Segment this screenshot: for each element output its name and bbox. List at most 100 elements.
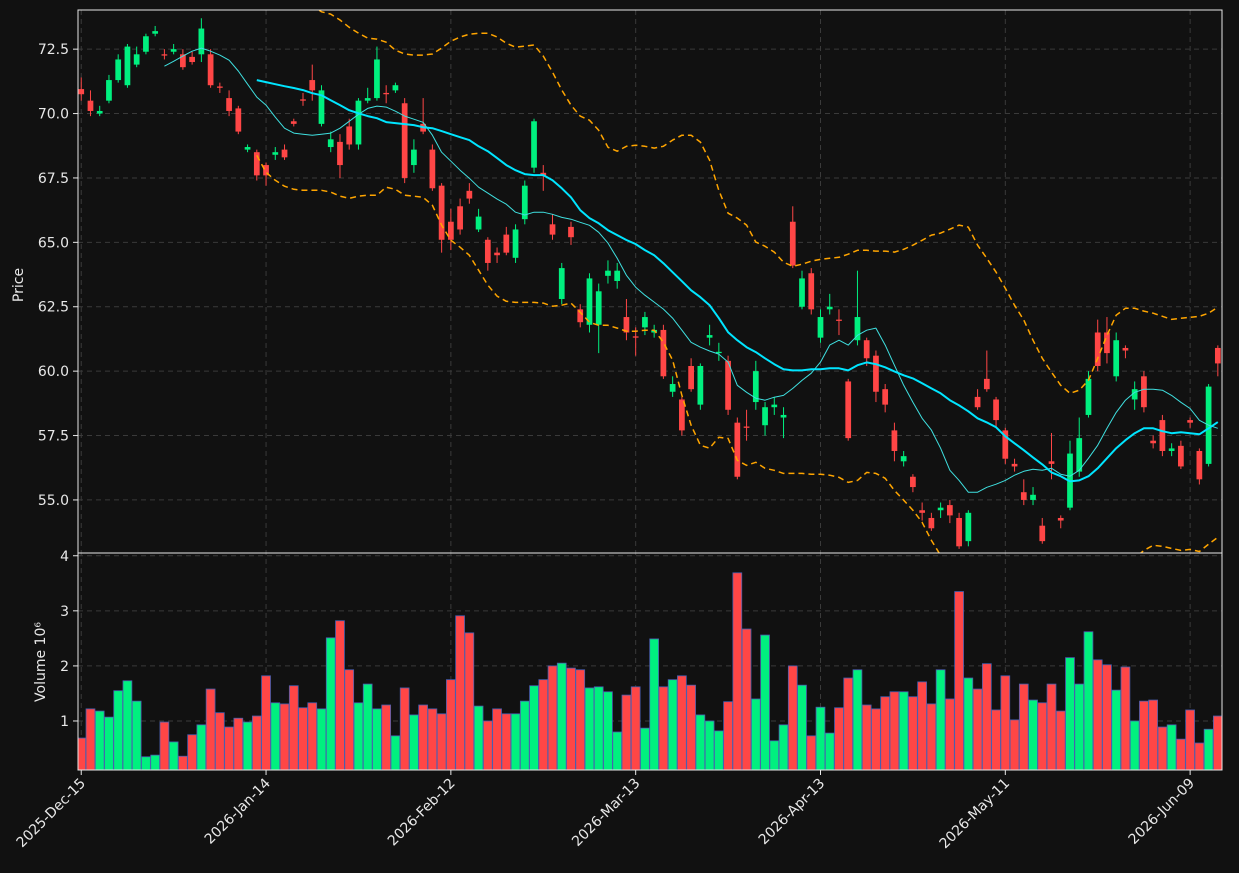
volume-bar (769, 740, 780, 770)
volume-bar (1176, 738, 1186, 770)
candle-body (956, 517, 962, 547)
candle-body (318, 90, 325, 124)
candle-body (106, 80, 112, 101)
volume-bar (603, 691, 613, 770)
candle-body (614, 270, 621, 281)
volume-bar (196, 724, 207, 770)
candle-body (364, 98, 371, 101)
volume-bar (834, 707, 844, 770)
candle-body (789, 221, 796, 266)
candle-body (697, 365, 704, 405)
volume-bar (335, 620, 345, 770)
candle-body (1150, 440, 1157, 444)
volume-axis-label: Volume 10⁶ (33, 622, 49, 702)
volume-bar (1009, 719, 1020, 770)
candle-body (244, 147, 251, 150)
candle-body (1020, 492, 1027, 500)
candle-body (309, 80, 316, 91)
volume-bar (880, 696, 891, 770)
y-tick-label: 72.5 (38, 42, 69, 58)
volume-bar (806, 735, 817, 770)
volume-bar (1092, 659, 1103, 770)
volume-bar (621, 694, 632, 770)
candle-body (725, 360, 731, 410)
candle-body (873, 355, 879, 392)
volume-bar (954, 591, 964, 770)
volume-bar (704, 720, 715, 770)
candle-body (152, 31, 159, 34)
volume-bar (566, 667, 576, 770)
candle-body (900, 456, 907, 462)
volume-bar (362, 683, 373, 770)
candle-body (1168, 448, 1175, 451)
y-tick-label: 2 (60, 659, 69, 675)
volume-bar (159, 721, 170, 770)
volume-bar (168, 741, 179, 770)
volume-bar (667, 679, 678, 770)
volume-bar (1018, 683, 1029, 770)
volume-panel (78, 572, 1222, 770)
candle-body (466, 190, 473, 199)
volume-bar (1157, 726, 1168, 770)
volume-bar (1185, 709, 1195, 770)
volume-bar (760, 634, 770, 770)
candle-body (1196, 450, 1203, 480)
volume-bar (787, 665, 798, 770)
y-tick-label: 3 (60, 604, 69, 620)
volume-bar (741, 628, 752, 770)
candle-body (1039, 525, 1046, 542)
candle-body (235, 108, 242, 132)
candle-body (937, 507, 944, 511)
candle-body (762, 407, 768, 426)
candle-body (475, 216, 482, 230)
candle-body (96, 110, 103, 114)
candle-body (290, 121, 297, 124)
volume-bar (298, 707, 308, 770)
volume-bar (325, 637, 336, 770)
volume-bar (815, 706, 826, 770)
volume-bar (1046, 683, 1057, 770)
volume-bar (584, 687, 595, 770)
volume-bar (501, 713, 512, 770)
y-axis-label: Price (11, 268, 27, 302)
y-tick-label: 62.5 (38, 300, 69, 316)
candle-body (799, 278, 805, 307)
volume-bar (871, 708, 881, 770)
volume-bar (732, 572, 743, 770)
candle-body (198, 28, 205, 55)
candle-body (531, 121, 537, 168)
candle-body (568, 226, 574, 238)
candle-body (327, 139, 334, 148)
volume-bar (1129, 720, 1140, 770)
volume-bar (270, 702, 281, 770)
y-tick-label: 1 (60, 714, 69, 730)
volume-bar (1074, 683, 1085, 770)
volume-bar (972, 688, 983, 770)
candle-body (540, 172, 547, 176)
candle-body (993, 399, 999, 421)
price-panel (78, 10, 1221, 553)
candle-body (983, 378, 990, 390)
volume-bar (575, 669, 586, 770)
volume-bar (436, 713, 447, 770)
candle-body (1159, 420, 1166, 451)
volume-bar (1000, 675, 1011, 770)
candle-body (253, 152, 260, 176)
candle-body (817, 317, 824, 338)
candle-body (743, 426, 750, 428)
indicator-line (256, 154, 1219, 553)
volume-bar (1111, 689, 1122, 770)
y-tick-label: 57.5 (38, 429, 69, 445)
volume-bar (945, 698, 955, 770)
candle-body (623, 317, 630, 333)
volume-bar (464, 632, 475, 770)
volume-bar (372, 708, 382, 770)
volume-bar (556, 662, 567, 770)
candle-body (752, 371, 759, 403)
candle-body (521, 185, 528, 220)
volume-bar (824, 732, 835, 770)
volume-bar (1028, 699, 1038, 770)
volume-bar (723, 701, 733, 770)
candle-body (143, 36, 149, 52)
